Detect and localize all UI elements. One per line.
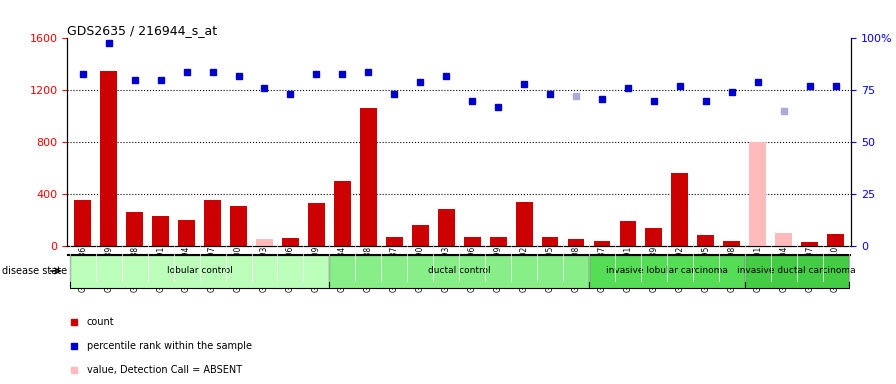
Bar [330, 255, 589, 288]
Bar [256, 238, 273, 246]
Bar [801, 242, 818, 246]
Bar [589, 255, 745, 288]
Text: count: count [87, 317, 115, 327]
Bar [282, 238, 299, 246]
Bar [619, 221, 636, 246]
Bar [490, 237, 506, 246]
Bar [178, 220, 195, 246]
Bar [745, 255, 849, 288]
Bar [230, 205, 247, 246]
Bar [360, 108, 377, 246]
Bar [438, 210, 454, 246]
Bar [464, 237, 480, 246]
Bar [412, 225, 428, 246]
Bar [723, 240, 740, 246]
Bar [775, 233, 792, 246]
Text: invasive lobular carcinoma: invasive lobular carcinoma [606, 266, 728, 275]
Bar [516, 202, 532, 246]
Bar [386, 237, 402, 246]
Bar [74, 200, 91, 246]
Bar [645, 228, 662, 246]
Bar [334, 181, 351, 246]
Text: disease state: disease state [2, 266, 67, 276]
Bar [126, 212, 143, 246]
Bar [593, 240, 610, 246]
Bar [697, 235, 714, 246]
Text: ductal control: ductal control [428, 266, 490, 275]
Text: value, Detection Call = ABSENT: value, Detection Call = ABSENT [87, 365, 242, 375]
Text: percentile rank within the sample: percentile rank within the sample [87, 341, 252, 351]
Bar [204, 200, 221, 246]
Bar [308, 203, 325, 246]
Bar [152, 216, 169, 246]
Bar [827, 234, 844, 246]
Text: invasive ductal carcinoma: invasive ductal carcinoma [737, 266, 856, 275]
Bar [671, 173, 688, 246]
Text: lobular control: lobular control [167, 266, 233, 275]
Bar [70, 255, 330, 288]
Bar [100, 71, 117, 246]
Text: GDS2635 / 216944_s_at: GDS2635 / 216944_s_at [67, 24, 218, 37]
Bar [567, 239, 584, 246]
Bar [541, 237, 558, 246]
Bar [749, 142, 766, 246]
